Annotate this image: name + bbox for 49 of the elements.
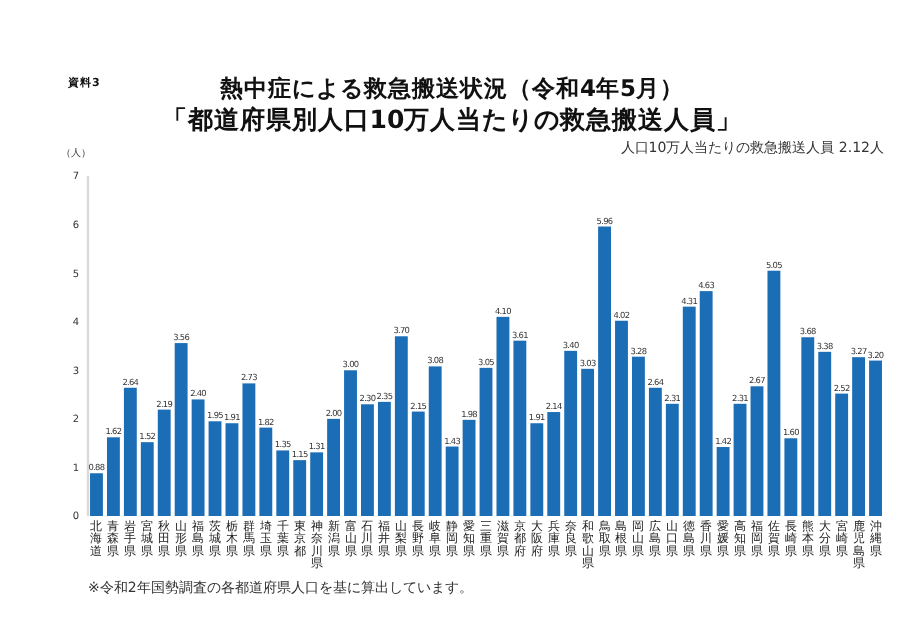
- bar: [615, 320, 628, 516]
- bar: [428, 366, 442, 516]
- bar: [462, 419, 476, 516]
- bar: [750, 386, 764, 516]
- bar: [631, 356, 645, 516]
- bar: [242, 383, 256, 516]
- chart-title: 熱中症による救急搬送状況（令和4年5月）: [217, 74, 685, 102]
- bar: [411, 411, 425, 516]
- bar: [784, 438, 798, 516]
- bar: [361, 404, 374, 516]
- bar: [699, 291, 713, 516]
- bar: [598, 226, 611, 516]
- bar: [276, 450, 290, 516]
- bar: [259, 427, 273, 516]
- bar: [445, 446, 459, 516]
- bar: [191, 399, 205, 516]
- bar: [801, 337, 815, 516]
- chart-subtitle: 「都道府県別人口10万人当たりの救急搬送人員」: [161, 104, 743, 134]
- bar: [496, 316, 510, 516]
- bar: [310, 452, 324, 516]
- bar: [293, 460, 307, 516]
- bar: [733, 403, 747, 516]
- bar: [818, 351, 832, 516]
- bar: [327, 418, 341, 516]
- bar: [716, 447, 730, 516]
- bar: [140, 442, 154, 516]
- bar: [174, 343, 188, 516]
- bar: [123, 387, 137, 516]
- bar: [377, 401, 391, 516]
- bar: [394, 336, 408, 516]
- bar: [581, 368, 595, 516]
- bar: [90, 473, 103, 516]
- bar: [648, 387, 662, 516]
- bar: [208, 421, 222, 516]
- bar: [530, 423, 544, 516]
- bar: [225, 423, 239, 516]
- bar: [344, 370, 357, 516]
- bar: [682, 306, 696, 516]
- bar: [106, 437, 120, 516]
- bar: [767, 270, 781, 516]
- bar: [835, 393, 849, 516]
- bar: [513, 340, 527, 516]
- bar: [869, 360, 882, 516]
- bar: [564, 350, 578, 516]
- bar: [852, 357, 866, 516]
- bar: [547, 412, 561, 516]
- bar: [157, 409, 171, 516]
- bar: [479, 367, 493, 516]
- bar: [665, 403, 679, 516]
